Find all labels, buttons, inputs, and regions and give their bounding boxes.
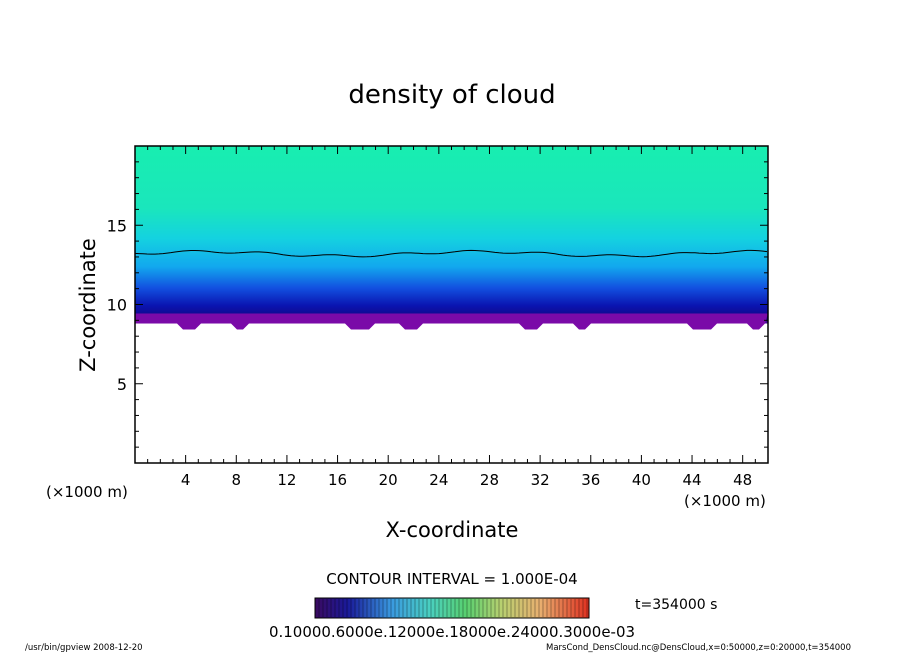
x-unit-left: (×1000 m) — [46, 483, 128, 501]
x-tick-label: 8 — [232, 471, 242, 489]
plot-area — [134, 145, 769, 464]
time-label: t=354000 s — [635, 597, 717, 613]
footer-right: MarsCond_DensCloud.nc@DensCloud,x=0:5000… — [546, 643, 851, 653]
x-tick-label: 12 — [277, 471, 296, 489]
y-axis-label: Z-coordinate — [76, 238, 100, 372]
footer-left: /usr/bin/gpview 2008-12-20 — [25, 643, 143, 653]
x-tick-label: 28 — [480, 471, 499, 489]
x-tick-label: 48 — [733, 471, 752, 489]
x-tick-label: 36 — [581, 471, 600, 489]
colorbar-levels — [318, 599, 588, 617]
y-axis: 5 10 15 — [107, 161, 768, 448]
colorbar — [314, 597, 590, 619]
x-tick-label: 40 — [632, 471, 651, 489]
x-tick-label: 16 — [328, 471, 347, 489]
x-axis: 4 8 12 16 20 24 28 32 36 40 44 48 — [147, 146, 756, 489]
cloud-base-fringe — [135, 313, 768, 330]
cloud-field — [135, 146, 768, 324]
x-unit-right: (×1000 m) — [684, 492, 766, 510]
x-tick-label: 24 — [429, 471, 448, 489]
y-tick-label: 5 — [117, 375, 127, 394]
contour-line — [134, 249, 768, 258]
x-tick-label: 44 — [682, 471, 701, 489]
x-tick-label: 4 — [181, 471, 191, 489]
x-axis-label: X-coordinate — [386, 518, 519, 542]
y-tick-label: 10 — [107, 296, 127, 315]
chart-title: density of cloud — [348, 80, 555, 110]
y-tick-label: 15 — [107, 216, 127, 235]
x-tick-label: 20 — [379, 471, 398, 489]
contour-interval: CONTOUR INTERVAL = 1.000E-04 — [326, 570, 577, 588]
colorbar-tick-labels: 0.10000.6000e.12000e.18000e.24000.3000e-… — [269, 623, 635, 641]
x-tick-label: 32 — [531, 471, 550, 489]
